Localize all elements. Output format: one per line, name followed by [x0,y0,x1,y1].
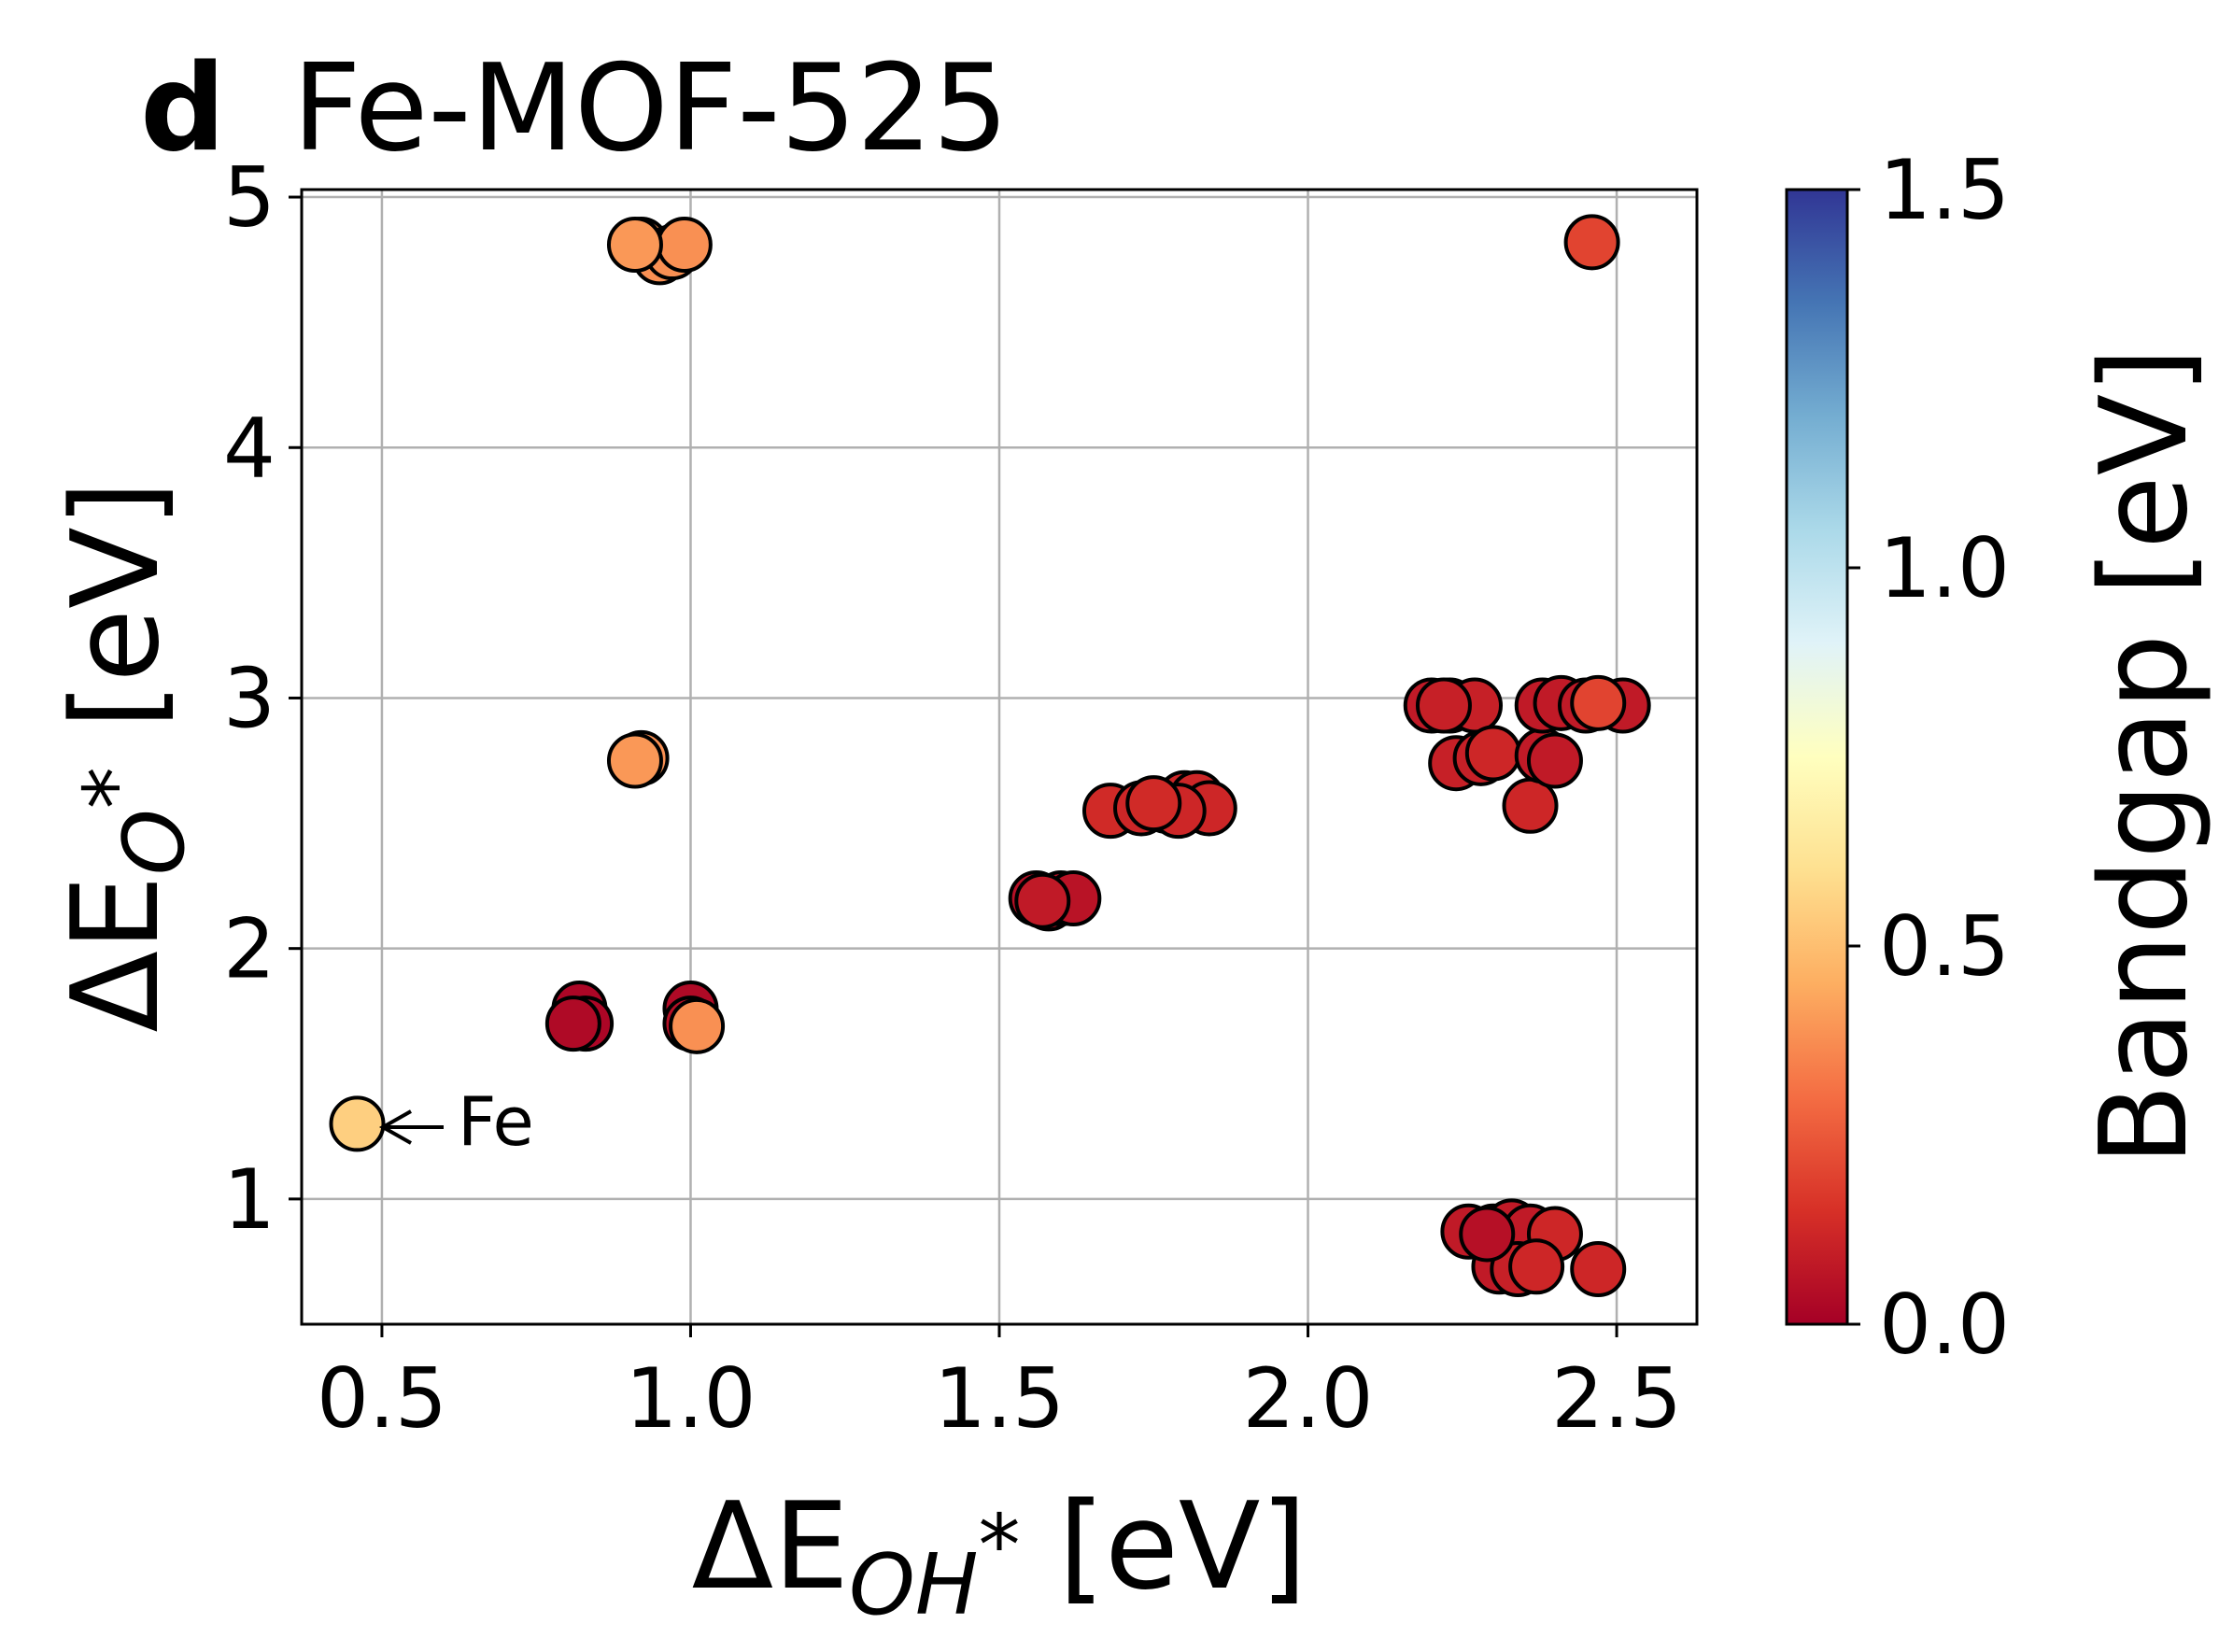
data-point [606,732,663,789]
colorbar-ticks: 0.0 0.5 1.0 1.5 [1847,142,2010,1373]
y-axis-label: ΔEO* [eV] [47,480,204,1032]
chart-title: Fe-MOF-525 [292,39,1009,178]
x-axis-label: ΔEOH* [eV] [692,1477,1307,1634]
data-point [1415,677,1472,734]
colorbar-label: Bandgap [eV] [2075,347,2214,1165]
data-point [606,217,663,274]
data-point [669,997,726,1054]
x-tick-label: 2.0 [1243,1350,1374,1447]
arrow-head [378,1109,412,1145]
data-point [1125,775,1182,832]
data-point [1459,1206,1516,1263]
y-tick-label: 5 [223,149,276,246]
colorbar-tick-label: 1.5 [1879,142,2010,238]
y-tick-label: 3 [223,650,276,746]
data-points [329,214,1651,1297]
data-point [1563,214,1620,271]
data-point [1508,1238,1565,1295]
x-tick-label: 1.0 [625,1350,756,1447]
y-tick-label: 1 [223,1151,276,1248]
y-tick-label: 4 [223,400,276,496]
data-point [1014,872,1071,929]
data-point [1570,1240,1627,1297]
data-point [1464,725,1521,782]
colorbar-tick-label: 0.5 [1879,898,2010,995]
data-point [656,217,713,274]
data-point [329,1095,386,1152]
panel-letter: d [140,39,226,178]
y-tick-label: 2 [223,901,276,997]
data-point [1570,674,1627,731]
x-tick-label: 1.5 [934,1350,1065,1447]
y-axis-ticks: 1 2 3 4 5 [223,149,302,1248]
colorbar-tick-label: 1.0 [1879,520,2010,616]
annotation-label: Fe [458,1082,534,1161]
data-point [1526,732,1583,789]
x-tick-label: 2.5 [1551,1350,1682,1447]
grid-lines [302,190,1697,1324]
colorbar-tick-label: 0.0 [1879,1277,2010,1373]
x-tick-label: 0.5 [317,1350,447,1447]
x-axis-ticks: 0.5 1.0 1.5 2.0 2.5 [317,1324,1682,1447]
colorbar [1785,188,1849,1326]
data-point [544,995,601,1052]
fe-annotation: Fe [378,1082,534,1161]
